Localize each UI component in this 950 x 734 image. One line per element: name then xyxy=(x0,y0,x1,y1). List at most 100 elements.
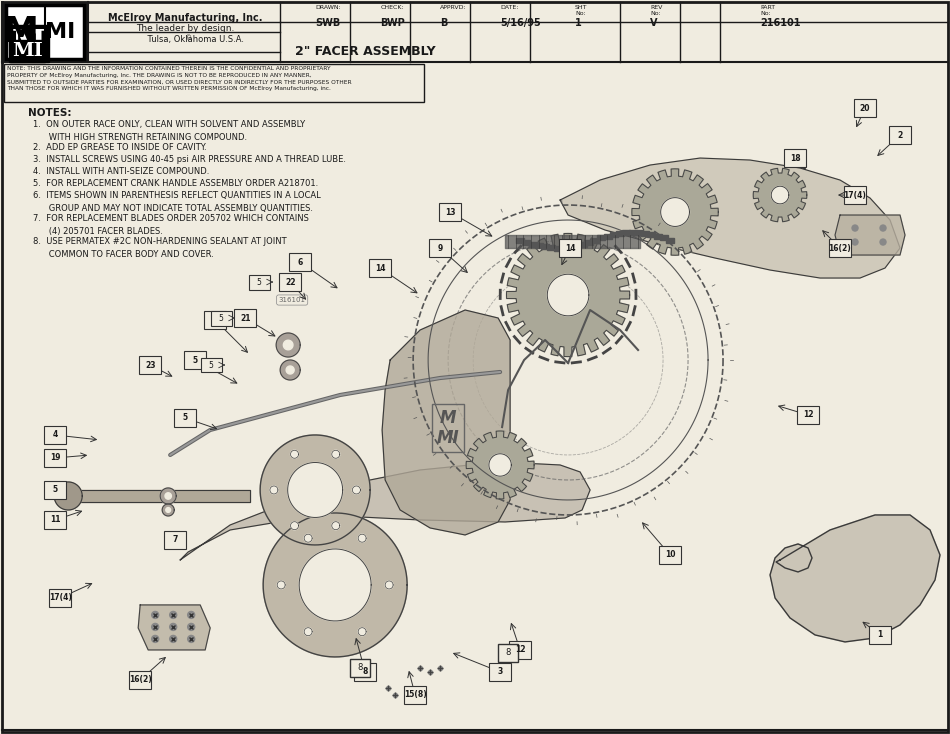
FancyBboxPatch shape xyxy=(129,671,151,689)
FancyBboxPatch shape xyxy=(279,273,301,291)
FancyBboxPatch shape xyxy=(200,357,221,372)
Bar xyxy=(7,5,85,59)
FancyBboxPatch shape xyxy=(354,663,376,681)
Text: 6: 6 xyxy=(297,258,303,266)
Text: MI: MI xyxy=(45,22,75,42)
FancyBboxPatch shape xyxy=(797,406,819,424)
Text: 5: 5 xyxy=(52,485,58,495)
Text: DRAWN:: DRAWN: xyxy=(315,5,341,10)
Text: 19: 19 xyxy=(50,454,61,462)
Bar xyxy=(598,236,605,241)
Polygon shape xyxy=(161,488,176,504)
Polygon shape xyxy=(260,435,370,545)
Text: V: V xyxy=(650,18,657,28)
Bar xyxy=(4,102,946,730)
Text: 4: 4 xyxy=(52,430,58,440)
Polygon shape xyxy=(276,333,300,357)
Bar xyxy=(617,230,624,236)
Bar xyxy=(647,232,656,237)
Polygon shape xyxy=(358,628,366,636)
FancyBboxPatch shape xyxy=(45,481,66,499)
FancyBboxPatch shape xyxy=(234,309,256,327)
Polygon shape xyxy=(382,310,510,535)
FancyBboxPatch shape xyxy=(854,99,876,117)
FancyBboxPatch shape xyxy=(174,409,197,427)
Bar xyxy=(351,659,370,677)
Polygon shape xyxy=(304,628,313,636)
Text: 5: 5 xyxy=(256,277,261,286)
Text: The leader by design.: The leader by design. xyxy=(136,24,235,33)
Text: 22: 22 xyxy=(285,277,295,286)
Bar xyxy=(528,241,537,247)
Text: 21: 21 xyxy=(240,313,251,322)
Bar xyxy=(572,243,580,248)
Text: 2: 2 xyxy=(898,131,902,139)
Bar xyxy=(554,246,561,250)
Text: 8: 8 xyxy=(505,648,511,658)
Polygon shape xyxy=(466,431,534,499)
Polygon shape xyxy=(632,169,718,255)
Text: B: B xyxy=(440,18,447,28)
Text: 17(4): 17(4) xyxy=(844,191,866,200)
FancyBboxPatch shape xyxy=(211,310,232,325)
Text: 2.  ADD EP GREASE TO INSIDE OF CAVITY.: 2. ADD EP GREASE TO INSIDE OF CAVITY. xyxy=(33,143,207,152)
Circle shape xyxy=(152,623,159,631)
Text: 7.  FOR REPLACEMENT BLADES ORDER 205702 WHICH CONTAINS
      (4) 205701 FACER BL: 7. FOR REPLACEMENT BLADES ORDER 205702 W… xyxy=(33,214,309,236)
Circle shape xyxy=(852,225,858,231)
Text: CHECK:: CHECK: xyxy=(380,5,404,10)
Text: 17(4): 17(4) xyxy=(48,594,71,603)
Circle shape xyxy=(880,225,886,231)
FancyBboxPatch shape xyxy=(869,626,891,644)
Text: NOTE: THIS DRAWING AND THE INFORMATION CONTAINED THEREIN IS THE CONFIDENTIAL AND: NOTE: THIS DRAWING AND THE INFORMATION C… xyxy=(8,66,352,91)
Bar xyxy=(629,230,636,235)
Polygon shape xyxy=(180,462,590,560)
Polygon shape xyxy=(770,515,940,642)
Text: 8: 8 xyxy=(363,667,368,677)
Text: 1.  ON OUTER RACE ONLY, CLEAN WITH SOLVENT AND ASSEMBLY
      WITH HIGH STRENGTH: 1. ON OUTER RACE ONLY, CLEAN WITH SOLVEN… xyxy=(33,120,305,142)
Polygon shape xyxy=(270,486,278,494)
Bar xyxy=(641,230,649,236)
Text: 2" FACER ASSEMBLY: 2" FACER ASSEMBLY xyxy=(295,45,436,58)
Polygon shape xyxy=(162,504,174,516)
Bar xyxy=(654,233,661,239)
Text: Tulsa, Oklahoma U.S.A.: Tulsa, Oklahoma U.S.A. xyxy=(95,35,244,44)
Circle shape xyxy=(152,636,159,642)
Bar xyxy=(522,239,530,244)
Bar xyxy=(622,230,631,235)
Text: MI: MI xyxy=(12,42,43,60)
Text: 8.  USE PERMATEX #2C NON-HARDENING SEALANT AT JOINT
      COMMON TO FACER BODY A: 8. USE PERMATEX #2C NON-HARDENING SEALAN… xyxy=(33,237,287,258)
FancyBboxPatch shape xyxy=(140,356,162,374)
Bar xyxy=(7,5,85,59)
FancyBboxPatch shape xyxy=(439,203,461,221)
FancyBboxPatch shape xyxy=(184,351,206,369)
Bar xyxy=(498,644,518,662)
Text: APPRVD:: APPRVD: xyxy=(440,5,466,10)
Text: 12: 12 xyxy=(803,410,813,420)
Text: BWP: BWP xyxy=(380,18,405,28)
Text: 16(2): 16(2) xyxy=(828,244,851,252)
Text: McElroy Manufacturing, Inc.: McElroy Manufacturing, Inc. xyxy=(108,13,262,23)
Text: 10: 10 xyxy=(665,550,675,559)
Polygon shape xyxy=(304,534,313,542)
Text: DATE:: DATE: xyxy=(500,5,519,10)
Polygon shape xyxy=(299,549,371,621)
Bar xyxy=(4,4,86,60)
Text: 1: 1 xyxy=(878,631,883,639)
Polygon shape xyxy=(165,493,171,499)
Bar xyxy=(4,64,424,102)
Text: SHT
No:: SHT No: xyxy=(575,5,588,16)
Polygon shape xyxy=(358,534,366,542)
Bar xyxy=(666,238,674,242)
Text: 216101: 216101 xyxy=(760,18,801,28)
Text: 3: 3 xyxy=(498,667,503,677)
Bar xyxy=(535,243,542,248)
Text: 5: 5 xyxy=(182,413,188,423)
Text: M: M xyxy=(12,28,46,59)
Circle shape xyxy=(880,239,886,245)
FancyBboxPatch shape xyxy=(784,149,806,167)
Text: 13: 13 xyxy=(445,208,455,217)
FancyBboxPatch shape xyxy=(829,239,851,257)
Polygon shape xyxy=(385,581,393,589)
Polygon shape xyxy=(547,275,589,316)
Text: REV
No:: REV No: xyxy=(650,5,662,16)
